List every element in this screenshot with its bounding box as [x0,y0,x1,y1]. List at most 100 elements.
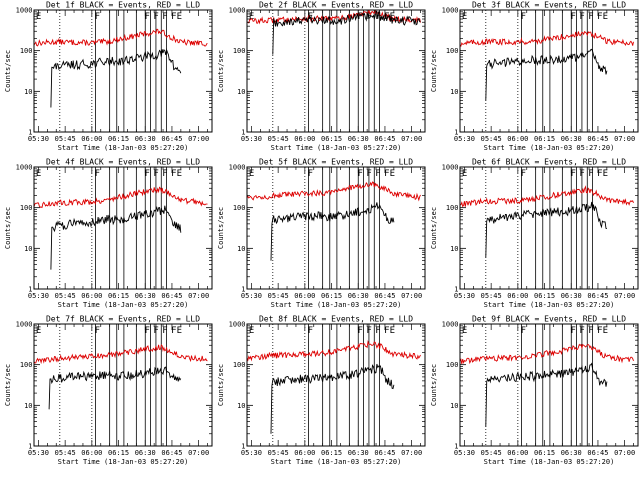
y-tick-label: 100 [233,204,246,212]
panel-title: Det 3f BLACK = Events, RED = LLD [472,1,626,10]
events-series-line [50,48,182,108]
y-axis-label: Counts/sec [217,50,225,92]
y-axis-label: Counts/sec [430,364,438,406]
x-tick-label: 06:45 [587,135,608,143]
x-tick-label: 05:45 [481,449,502,457]
state-marker-label: E [249,169,254,179]
state-marker-label: FE [171,12,182,22]
x-tick-label: 06:45 [161,292,182,300]
state-marker-label: F [570,12,575,22]
state-marker-label: F [357,169,362,179]
y-tick-label: 100 [20,204,33,212]
y-tick-label: 1000 [16,164,33,172]
events-series-line [270,202,395,261]
state-marker-label: F [308,169,313,179]
x-axis-label: Start Time (18-Jan-03 05:27:20) [271,144,402,152]
x-tick-label: 06:30 [561,449,582,457]
events-series-line [272,11,421,55]
x-tick-label: 07:00 [188,292,209,300]
x-tick-label: 05:45 [55,135,76,143]
x-tick-label: 07:00 [401,292,422,300]
x-tick-label: 05:30 [241,135,262,143]
y-tick-label: 10 [237,402,245,410]
x-tick-label: 06:00 [507,135,528,143]
x-tick-label: 05:30 [454,292,475,300]
panel-title: Det 4f BLACK = Events, RED = LLD [46,158,200,167]
y-tick-label: 1 [454,443,458,451]
y-tick-label: 100 [233,361,246,369]
lld-series-line [460,343,634,365]
y-tick-label: 10 [237,88,245,96]
x-tick-label: 05:45 [481,135,502,143]
x-tick-label: 06:15 [321,449,342,457]
state-marker-label: F [153,12,158,22]
x-tick-label: 06:15 [108,449,129,457]
y-tick-label: 100 [233,47,246,55]
plot-frame [459,166,639,290]
state-marker-label: F [357,12,362,22]
events-series-line [48,366,182,410]
lld-series-line [247,181,421,202]
state-marker-label: F [153,169,158,179]
x-tick-label: 05:30 [28,135,49,143]
x-axis-label: Start Time (18-Jan-03 05:27:20) [484,301,615,309]
x-tick-label: 07:00 [188,135,209,143]
x-tick-label: 06:45 [587,449,608,457]
x-tick-label: 05:30 [454,135,475,143]
x-tick-label: 07:00 [401,135,422,143]
state-marker-label: F [162,169,167,179]
x-axis-label: Start Time (18-Jan-03 05:27:20) [58,458,189,466]
state-marker-label: F [366,12,371,22]
y-axis-label: Counts/sec [430,207,438,249]
state-marker-label: FE [597,326,608,336]
x-tick-label: 07:00 [614,292,635,300]
events-series-line [485,201,607,258]
y-tick-label: 1 [454,129,458,137]
state-marker-label: E [462,169,467,179]
y-tick-label: 10 [450,88,458,96]
x-tick-label: 06:15 [534,449,555,457]
state-marker-label: F [95,169,100,179]
y-tick-label: 10 [450,402,458,410]
y-tick-label: 1000 [229,321,246,329]
state-marker-label: F [375,326,380,336]
state-marker-label: FE [384,169,395,179]
state-marker-label: F [95,326,100,336]
x-tick-label: 05:30 [241,292,262,300]
plot-frame [459,9,639,133]
y-tick-label: 100 [20,47,33,55]
y-tick-label: 100 [446,47,459,55]
state-marker-label: F [144,12,149,22]
x-tick-label: 06:00 [294,449,315,457]
panel-title: Det 6f BLACK = Events, RED = LLD [472,158,626,167]
state-marker-label: FE [384,326,395,336]
state-marker-label: F [579,12,584,22]
state-marker-label: FE [597,169,608,179]
x-tick-label: 06:30 [135,449,156,457]
x-tick-label: 06:45 [587,292,608,300]
x-tick-label: 06:45 [161,449,182,457]
plot-frame [33,9,213,133]
state-marker-label: E [249,12,254,22]
state-marker-label: E [462,326,467,336]
state-marker-label: F [570,326,575,336]
lld-series-line [34,344,208,365]
state-marker-label: F [357,326,362,336]
x-tick-label: 06:30 [348,135,369,143]
x-tick-label: 06:00 [294,135,315,143]
x-tick-label: 06:45 [374,135,395,143]
panel-title: Det 8f BLACK = Events, RED = LLD [259,315,413,324]
panel-title: Det 5f BLACK = Events, RED = LLD [259,158,413,167]
y-tick-label: 1000 [16,321,33,329]
y-tick-label: 100 [20,361,33,369]
state-marker-label: E [462,12,467,22]
y-axis-label: Counts/sec [217,364,225,406]
x-tick-label: 05:30 [28,449,49,457]
events-series-line [485,362,608,427]
y-tick-label: 100 [446,361,459,369]
x-axis-label: Start Time (18-Jan-03 05:27:20) [58,144,189,152]
y-tick-label: 100 [446,204,459,212]
